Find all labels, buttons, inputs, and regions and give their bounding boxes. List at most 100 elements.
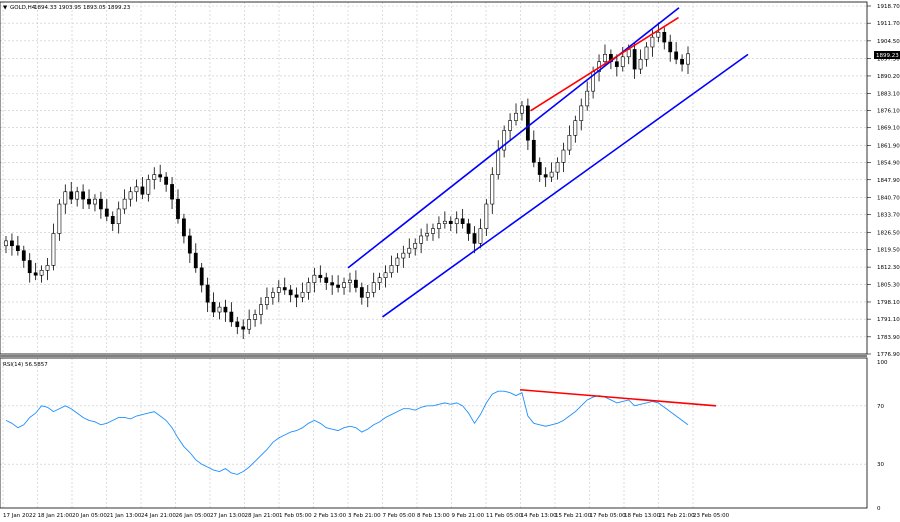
candle-body (51, 233, 56, 266)
candle-body (205, 284, 210, 303)
price-tick-label: 1798.10 (877, 300, 900, 306)
price-tick-label: 1897.30 (877, 57, 900, 63)
time-tick-label: 28 Jan 21:00 (245, 513, 280, 519)
candle-body (265, 297, 269, 305)
time-tick-label: 8 Feb 13:00 (417, 513, 450, 519)
candle-body (282, 287, 287, 291)
time-tick-label: 24 Jan 21:00 (141, 513, 176, 519)
candle-body (377, 277, 382, 283)
candle-body (235, 321, 240, 328)
candle-body (395, 257, 400, 266)
time-tick-label: 21 Feb 21:00 (659, 513, 696, 519)
price-tick-label: 1812.30 (877, 265, 900, 271)
candle-body (508, 120, 512, 131)
candle-body (294, 294, 299, 298)
candle-body (324, 277, 329, 283)
candle-body (27, 260, 32, 274)
candle-body (33, 272, 38, 276)
candle-body (650, 36, 655, 48)
candle-body (152, 174, 157, 180)
candles-layer (4, 22, 690, 340)
time-tick-label: 11 Feb 05:00 (486, 513, 523, 519)
candle-body (407, 247, 412, 254)
candle-body (496, 149, 501, 175)
price-tick-label: 1904.50 (877, 39, 900, 45)
price-tick-label: 1847.90 (877, 178, 900, 184)
price-tick-label: 1833.70 (877, 213, 900, 219)
time-tick-label: 21 Jan 13:00 (107, 513, 142, 519)
price-tick-label: 1869.10 (877, 126, 900, 132)
candle-body (585, 90, 590, 107)
rsi-header: RSI(14) 56.5857 (3, 362, 48, 368)
candle-body (579, 105, 584, 121)
rsi-trendline[interactable] (519, 388, 717, 407)
candle-body (531, 139, 536, 163)
candle-body (87, 198, 91, 205)
candle-body (502, 130, 507, 151)
candle-body (543, 174, 548, 178)
symbol-dropdown-arrow[interactable]: ▼ (3, 5, 8, 11)
candle-body (520, 105, 524, 114)
candle-body (223, 306, 228, 313)
candle-body (306, 282, 311, 293)
candle-body (300, 292, 305, 298)
time-tick-label: 18 Jan 21:00 (38, 513, 73, 519)
candle-body (318, 274, 323, 278)
candle-body (134, 186, 139, 193)
channel-upper-line[interactable] (347, 7, 680, 269)
candle-body (561, 149, 566, 163)
price-tick-label: 1791.10 (877, 317, 900, 323)
price-tick-label: 1883.10 (877, 91, 900, 97)
candle-body (472, 233, 477, 244)
candle-body (413, 243, 418, 249)
candle-body (259, 304, 263, 315)
candle-body (63, 191, 68, 205)
candle-body (371, 282, 376, 293)
candle-body (454, 218, 459, 224)
candle-body (567, 135, 572, 151)
candle-body (187, 235, 192, 254)
price-panel-frame (0, 1, 868, 355)
candle-body (490, 174, 495, 205)
candle-body (229, 311, 234, 323)
price-tag: 1899.23 (876, 53, 899, 59)
candle-body (110, 216, 115, 224)
candle-body (437, 223, 441, 229)
candle-body (638, 58, 643, 70)
price-tag-box (874, 51, 900, 59)
candle-body (656, 31, 661, 38)
time-tick-label: 17 Feb 05:00 (590, 513, 627, 519)
time-tick-label: 23 Feb 05:00 (693, 513, 730, 519)
candle-body (98, 198, 103, 210)
grid-layer (0, 2, 867, 508)
candle-body (170, 184, 174, 200)
candle-body (217, 306, 222, 313)
candle-body (674, 51, 679, 60)
candle-body (448, 220, 453, 224)
candle-body (39, 270, 44, 276)
candle-body (484, 203, 489, 229)
time-tick-label: 7 Feb 05:00 (383, 513, 416, 519)
candle-body (69, 191, 74, 200)
x-axis-labels: 17 Jan 2022 18 Jan 21:00 20 Jan 05:00 21 Ja… (3, 513, 730, 519)
candle-body (146, 179, 151, 195)
time-tick-label: 1 Feb 05:00 (279, 513, 312, 519)
candle-body (241, 326, 246, 330)
price-tick-label: 1826.50 (877, 230, 900, 236)
candle-body (401, 252, 406, 259)
candle-body (104, 208, 109, 217)
rsi-y-axis-labels: 100 70 30 0 (877, 360, 888, 512)
candle-body (537, 162, 542, 175)
rsi-line (5, 390, 689, 475)
candle-body (276, 287, 281, 293)
candle-body (662, 31, 667, 43)
channel-lower-line[interactable] (382, 53, 749, 318)
price-tick-label: 1890.20 (877, 74, 900, 80)
rsi-tick-label: 100 (877, 360, 888, 366)
candle-body (419, 235, 424, 244)
candle-body (632, 49, 637, 70)
price-trendline[interactable] (530, 16, 679, 112)
candle-body (199, 267, 204, 286)
candle-body (164, 176, 169, 185)
